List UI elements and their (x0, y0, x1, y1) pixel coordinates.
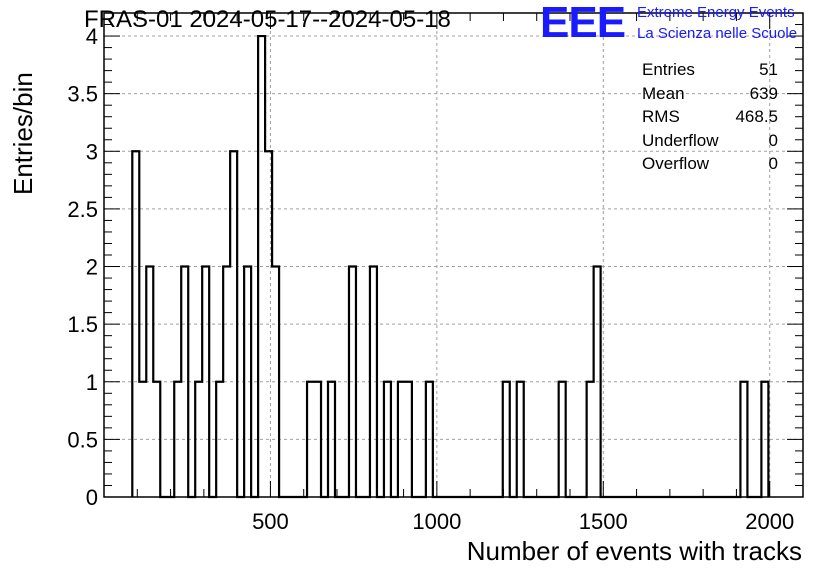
y-tick-label: 0 (86, 485, 98, 510)
stat-row-rms: RMS 468.5 (642, 105, 778, 129)
logo-line-2: La Scienza nelle Scuole (637, 25, 798, 42)
y-tick-label: 1 (86, 370, 98, 395)
x-tick-label: 2000 (745, 509, 794, 534)
x-tick-label: 500 (252, 509, 289, 534)
y-tick-label: 3.5 (67, 82, 98, 107)
eee-logo: EEE (540, 0, 626, 47)
stat-value: 0 (768, 130, 778, 150)
y-axis-label: Entries/bin (8, 72, 38, 195)
plot-frame (103, 12, 804, 498)
chart-title: FRAS-01 2024-05-17--2024-05-18 (84, 6, 451, 33)
stat-value: 639 (749, 83, 778, 103)
stat-value: 0 (768, 154, 778, 173)
stat-value: 51 (759, 60, 778, 79)
stat-label: RMS (642, 107, 680, 126)
stat-label: Mean (642, 83, 685, 103)
stat-row-underflow: Underflow 0 (642, 129, 778, 153)
stat-value: 468.5 (735, 107, 778, 126)
y-tick-label: 2 (86, 255, 98, 280)
x-tick-label: 1000 (412, 509, 461, 534)
y-tick-label: 3 (86, 139, 98, 164)
y-tick-label: 4 (86, 24, 98, 49)
x-axis-label: Number of events with tracks (466, 536, 802, 566)
y-tick-label: 0.5 (67, 427, 98, 452)
stat-row-mean: Mean 639 (642, 82, 778, 106)
stat-label: Underflow (642, 130, 719, 150)
x-tick-label: 1500 (579, 509, 628, 534)
stat-row-overflow: Overflow 0 (642, 152, 778, 176)
stats-box: Entries 51 Mean 639 RMS 468.5 Underflow … (642, 58, 778, 176)
stat-label: Overflow (642, 154, 710, 173)
y-tick-label: 1.5 (67, 312, 98, 337)
logo-line-1: Extreme Energy Events (637, 4, 795, 21)
stat-label: Entries (642, 60, 695, 79)
stat-row-entries: Entries 51 (642, 58, 778, 82)
y-tick-label: 2.5 (67, 197, 98, 222)
